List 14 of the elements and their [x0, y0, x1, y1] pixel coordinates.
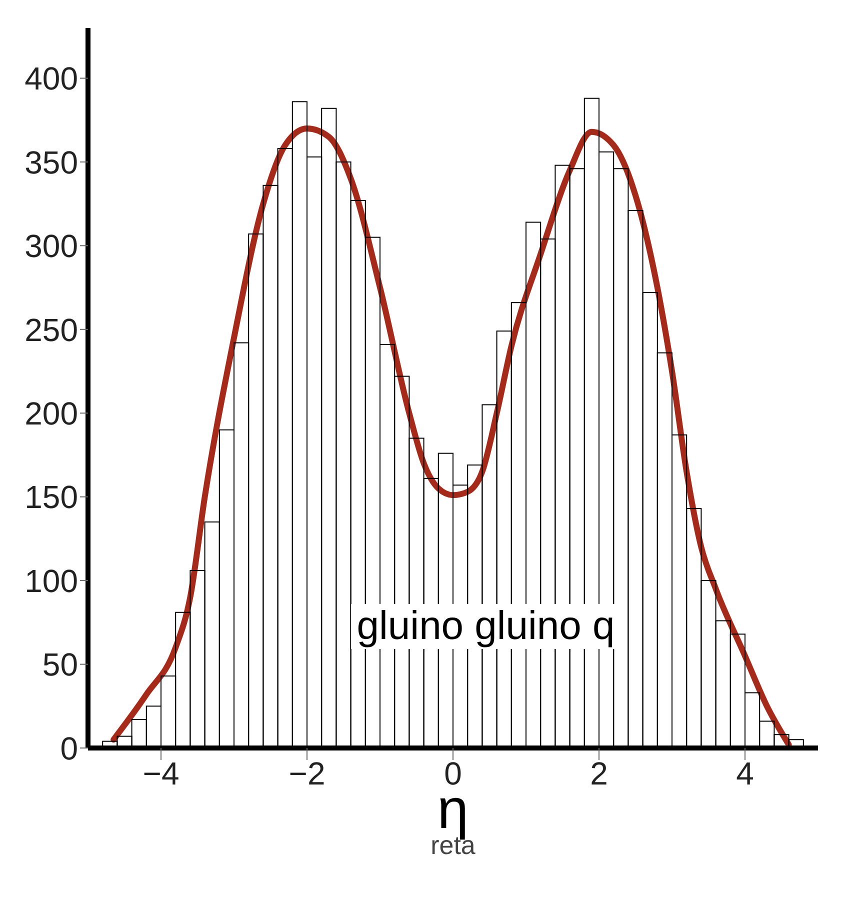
y-tick-label: 150 — [24, 479, 78, 516]
x-tick-label: 4 — [736, 756, 754, 792]
y-tick-label: 50 — [42, 646, 78, 683]
y-tick-label: 200 — [24, 395, 78, 432]
y-tick-label: 100 — [24, 562, 78, 599]
x-tick-label: −2 — [288, 756, 326, 792]
y-tick-label: 0 — [60, 730, 78, 766]
y-tick-label: 300 — [24, 228, 78, 264]
x-tick-label: −4 — [142, 756, 180, 792]
y-tick-label: 250 — [24, 312, 78, 348]
annotation: gluino gluino q — [350, 604, 621, 649]
y-tick-label: 400 — [24, 60, 78, 97]
y-tick-label: 350 — [24, 144, 78, 180]
x-tick-label: 2 — [590, 756, 608, 792]
